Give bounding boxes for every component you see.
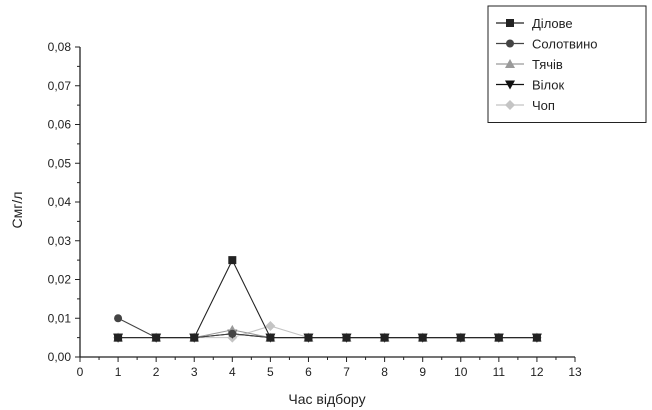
x-tick-label: 9 [419,365,426,379]
y-tick-label: 0,06 [48,118,72,132]
x-tick-label: 13 [568,365,582,379]
x-tick-label: 4 [229,365,236,379]
legend-marker [505,80,515,90]
legend-label: Тячів [532,57,563,72]
x-tick-label: 7 [343,365,350,379]
legend-item: Тячів [496,57,563,72]
legend-marker [505,59,515,68]
series-line [118,329,537,339]
y-tick-label: 0,03 [48,234,72,248]
series-3 [113,324,542,342]
x-tick-label: 6 [305,365,312,379]
data-point [342,333,351,342]
data-point [304,333,313,342]
legend-item: Вілок [496,78,565,93]
series-line [118,333,537,339]
legend-item: Ділове [496,16,573,31]
y-tick-label: 0,01 [48,311,72,325]
x-tick-label: 3 [191,365,198,379]
y-tick-label: 0,05 [48,156,72,170]
legend-marker [506,19,514,27]
data-point [266,333,275,342]
y-tick-label: 0,02 [48,273,72,287]
x-tick-label: 12 [530,365,544,379]
x-tick-label: 1 [115,365,122,379]
legend-label: Вілок [532,78,565,93]
y-axis-label: Cмг/л [9,192,25,229]
data-point [228,256,237,265]
legend-item: Солотвино [496,37,598,52]
y-tick-label: 0,04 [48,195,72,209]
data-point [418,333,427,342]
series-line [117,317,537,339]
data-point [228,329,237,338]
x-tick-label: 8 [381,365,388,379]
x-tick-label: 10 [454,365,468,379]
legend-item: Чоп [496,98,555,113]
x-tick-label: 11 [493,365,506,379]
y-tick-label: 0,08 [48,40,72,54]
series-line [118,325,537,339]
data-point [456,333,465,342]
data-point [114,333,123,342]
legend-marker [506,39,514,48]
legend-marker [505,100,515,110]
x-axis-label: Час відбору [288,391,365,407]
data-point [190,333,199,342]
y-tick-label: 0,00 [48,350,72,364]
axes: 0 1 2 3 4 5 6 7 8 9 10 11 12 130,000,010,020,030,040,… [48,40,582,379]
series-line [118,258,537,339]
data-point [265,321,276,331]
legend: Ділове Солотвино Тячів Вілок Чоп [487,5,647,123]
series-5 [113,321,542,343]
legend-label: Чоп [532,98,555,113]
legend-label: Солотвино [532,37,598,52]
x-tick-label: 2 [153,365,160,379]
x-tick-label: 5 [267,365,274,379]
x-tick-label: 0 [77,365,84,379]
data-point [114,314,123,323]
series-layer [113,256,542,343]
data-point [494,333,503,342]
data-point [532,333,541,342]
series-4 [113,329,542,343]
series-1 [114,256,541,342]
data-point [380,333,389,342]
data-point [152,333,161,342]
y-tick-label: 0,07 [48,79,72,93]
legend-label: Ділове [532,16,573,31]
